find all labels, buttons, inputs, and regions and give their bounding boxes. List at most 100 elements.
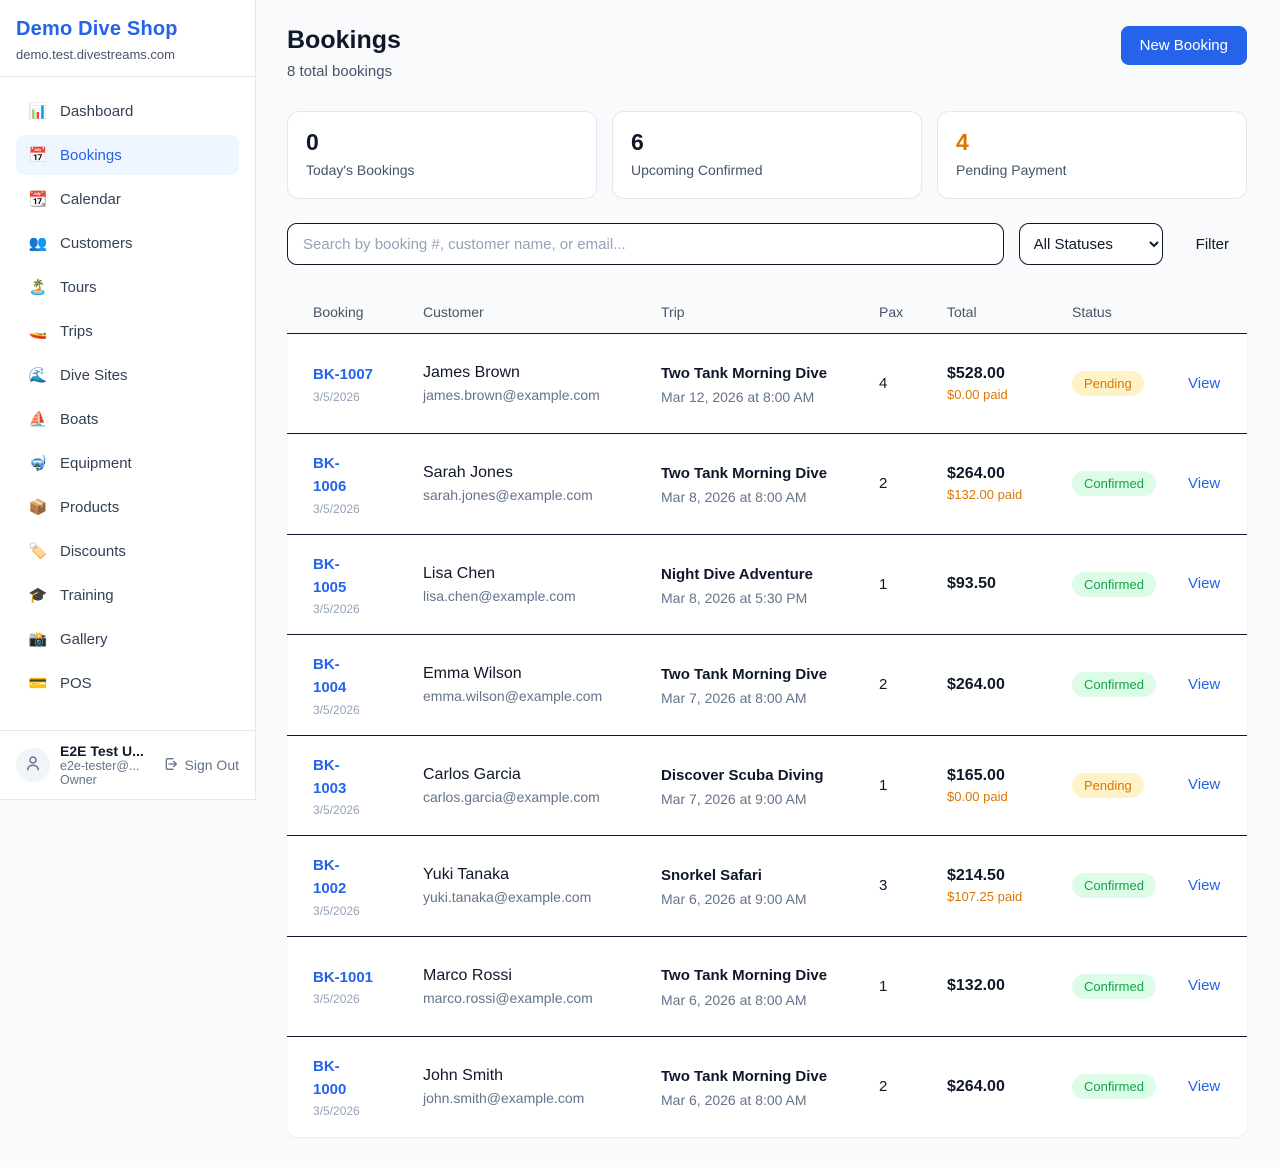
total-amount: $93.50	[947, 575, 996, 593]
stat-label: Today's Bookings	[306, 162, 415, 178]
pax-cell: 1	[879, 977, 888, 995]
shop-name: Demo Dive Shop	[16, 18, 178, 40]
sidebar-item-equipment[interactable]: 🤿 Equipment	[16, 443, 239, 483]
status-cell: Pending	[1072, 371, 1188, 396]
customer-name: Marco Rossi	[423, 966, 512, 984]
booking-number-link[interactable]: BK- 1003	[313, 756, 347, 797]
paid-amount: $107.25 paid	[947, 889, 1023, 905]
sidebar-item-pos[interactable]: 💳 POS	[16, 663, 239, 703]
booking-number-link[interactable]: BK- 1004	[313, 656, 347, 697]
view-link[interactable]: View	[1188, 575, 1221, 593]
trip-cell: Two Tank Morning Dive Mar 12, 2026 at 8:…	[661, 362, 879, 405]
trip-name: Two Tank Morning Dive	[661, 364, 828, 382]
booking-date: 3/5/2026	[313, 992, 360, 1007]
avatar	[16, 748, 50, 782]
view-link[interactable]: View	[1188, 374, 1221, 392]
sidebar-item-label: Equipment	[60, 454, 132, 472]
booking-number-link[interactable]: BK-1007	[313, 366, 374, 384]
sidebar-item-trips[interactable]: 🚤 Trips	[16, 311, 239, 351]
trip-cell: Two Tank Morning Dive Mar 7, 2026 at 8:0…	[661, 663, 879, 706]
total-amount: $165.00	[947, 766, 1005, 784]
table-row: BK- 1006 3/5/2026 Sarah Jones sarah.jones…	[287, 434, 1247, 535]
status-filter-select[interactable]: All Statuses	[1018, 223, 1163, 265]
booking-date: 3/5/2026	[313, 602, 360, 616]
sidebar-item-discounts[interactable]: 🏷️ Discounts	[16, 531, 239, 571]
booking-cell: BK-1001 3/5/2026	[313, 966, 423, 1006]
view-link[interactable]: View	[1188, 776, 1221, 794]
pax-cell: 4	[879, 375, 888, 392]
booking-cell: BK-1007 3/5/2026	[313, 363, 423, 403]
booking-number-link[interactable]: BK- 1000	[313, 1057, 347, 1098]
view-link[interactable]: View	[1188, 474, 1221, 492]
total-cell: $165.00 $0.00 paid	[947, 767, 1072, 804]
status-cell: Confirmed	[1072, 873, 1188, 899]
new-booking-button[interactable]: New Booking	[1120, 26, 1247, 65]
table-row: BK-1001 3/5/2026 Marco Rossi marco.rossi…	[287, 937, 1247, 1037]
status-cell: Confirmed	[1072, 571, 1188, 597]
customer-cell: Lisa Chen lisa.chen@example.com	[423, 565, 661, 604]
total-cell: $132.00	[947, 977, 1072, 995]
island-icon: 🏝️	[28, 279, 48, 296]
view-link[interactable]: View	[1188, 1077, 1221, 1095]
sidebar-user-section: E2E Test U... e2e-tester@... Owner Sign …	[0, 730, 255, 799]
sidebar-item-products[interactable]: 📦 Products	[16, 487, 239, 527]
customer-cell: Sarah Jones sarah.jones@example.com	[423, 464, 661, 503]
booking-number-link[interactable]: BK-1001	[313, 968, 374, 986]
booking-date: 3/5/2026	[313, 1104, 360, 1119]
sign-out-button[interactable]: Sign Out	[163, 756, 239, 775]
sidebar-item-label: Calendar	[60, 190, 121, 208]
people-icon: 👥	[28, 235, 48, 252]
sidebar-item-dive-sites[interactable]: 🌊 Dive Sites	[16, 355, 239, 395]
view-link[interactable]: View	[1188, 977, 1221, 994]
total-cell: $264.00	[947, 676, 1072, 694]
filter-button[interactable]: Filter	[1195, 235, 1229, 253]
stat-card-todays-bookings: 0 Today's Bookings	[287, 111, 597, 199]
sidebar-item-label: Discounts	[60, 542, 126, 560]
sidebar-item-label: Bookings	[60, 146, 122, 164]
booking-date: 3/5/2026	[313, 903, 360, 918]
column-header-total: Total	[947, 303, 977, 320]
sidebar-item-bookings[interactable]: 📅 Bookings	[16, 135, 239, 175]
view-link[interactable]: View	[1188, 675, 1221, 693]
actions-cell: View	[1188, 475, 1221, 493]
total-amount: $528.00	[947, 365, 1005, 382]
graduation-cap-icon: 🎓	[28, 587, 48, 604]
trip-datetime: Mar 12, 2026 at 8:00 AM	[661, 389, 815, 406]
customer-cell: Emma Wilson emma.wilson@example.com	[423, 665, 661, 704]
column-header-trip: Trip	[661, 303, 685, 320]
booking-number-link[interactable]: BK- 1006	[313, 455, 347, 496]
sidebar-item-dashboard[interactable]: 📊 Dashboard	[16, 91, 239, 131]
booking-cell: BK- 1006 3/5/2026	[313, 452, 423, 516]
sidebar-item-training[interactable]: 🎓 Training	[16, 575, 239, 615]
filter-row: All Statuses Filter	[287, 223, 1247, 265]
booking-number-link[interactable]: BK- 1005	[313, 555, 347, 596]
sidebar-header: Demo Dive Shop demo.test.divestreams.com	[0, 0, 255, 77]
paid-amount: $0.00 paid	[947, 788, 1008, 804]
paid-amount: $0.00 paid	[947, 387, 1008, 402]
sidebar: Demo Dive Shop demo.test.divestreams.com…	[0, 0, 256, 800]
status-badge: Pending	[1072, 371, 1144, 396]
camera-icon: 📸	[28, 631, 48, 648]
sidebar-item-calendar[interactable]: 📆 Calendar	[16, 179, 239, 219]
sidebar-item-boats[interactable]: ⛵ Boats	[16, 399, 239, 439]
sidebar-item-customers[interactable]: 👥 Customers	[16, 223, 239, 263]
customer-email: yuki.tanaka@example.com	[423, 889, 592, 906]
search-input[interactable]	[287, 223, 1004, 265]
trip-name: Two Tank Morning Dive	[661, 967, 828, 985]
actions-cell: View	[1188, 375, 1221, 393]
status-badge: Confirmed	[1072, 571, 1156, 597]
sidebar-item-label: Tours	[60, 278, 97, 296]
pax-cell: 2	[879, 1078, 888, 1095]
view-link[interactable]: View	[1188, 876, 1221, 894]
stat-value: 4	[956, 129, 969, 155]
paid-amount: $132.00 paid	[947, 487, 1023, 503]
sidebar-item-gallery[interactable]: 📸 Gallery	[16, 619, 239, 659]
pax-cell: 2	[879, 475, 888, 493]
calendar-icon: 📅	[28, 147, 48, 164]
sidebar-item-tours[interactable]: 🏝️ Tours	[16, 267, 239, 307]
sidebar-item-label: Dive Sites	[60, 366, 128, 384]
total-amount: $264.00	[947, 465, 1005, 483]
booking-number-link[interactable]: BK- 1002	[313, 857, 347, 898]
page-title-block: Bookings 8 total bookings	[287, 26, 401, 80]
actions-cell: View	[1188, 877, 1221, 895]
